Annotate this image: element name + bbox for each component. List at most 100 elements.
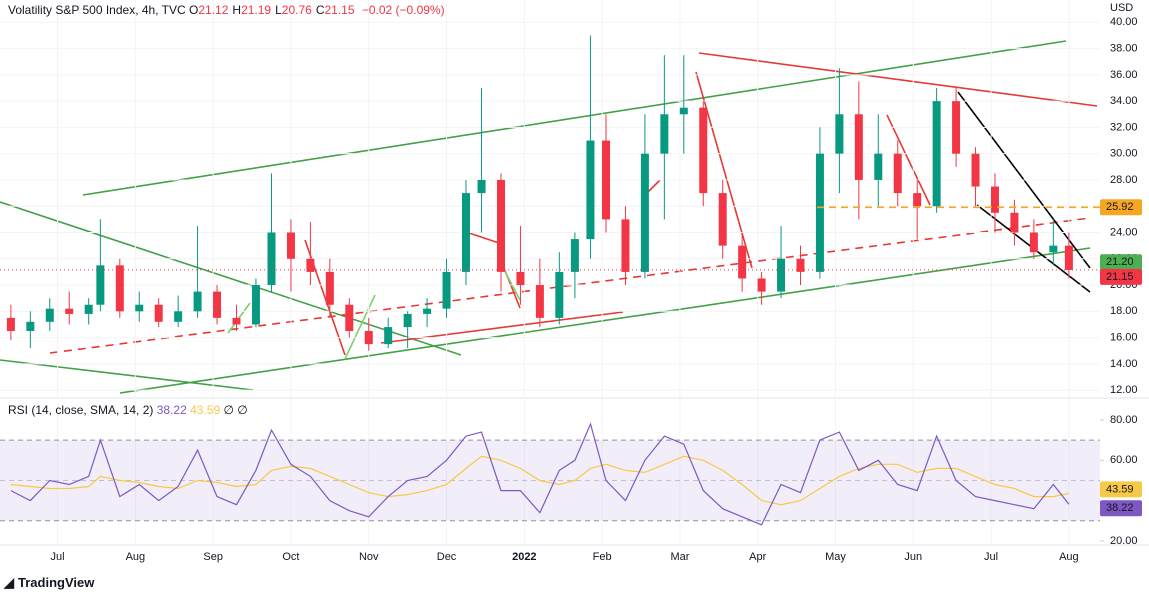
rsi-value: 38.22 bbox=[156, 403, 187, 417]
x-tick-label: Feb bbox=[593, 551, 612, 563]
change: −0.02 (−0.09%) bbox=[361, 3, 445, 17]
candle-body bbox=[26, 321, 35, 332]
candle-body bbox=[952, 101, 961, 154]
candle-body bbox=[913, 193, 922, 207]
trend-line bbox=[0, 201, 462, 356]
candle-body bbox=[65, 308, 74, 314]
candle-body bbox=[286, 232, 295, 259]
x-tick-label: Sep bbox=[203, 551, 223, 563]
y-tick-label: 14.00 bbox=[1110, 358, 1138, 370]
ohlc-value: 21.15 bbox=[324, 3, 355, 17]
candle-body bbox=[325, 271, 334, 305]
candles bbox=[6, 35, 1073, 351]
y-tick-label: 32.00 bbox=[1110, 121, 1138, 133]
candle-body bbox=[135, 304, 144, 312]
candle-body bbox=[777, 258, 786, 292]
y-tick-label: 28.00 bbox=[1110, 174, 1138, 186]
brand[interactable]: ◢ TradingView bbox=[4, 575, 95, 590]
y-tick-label: 80.00 bbox=[1110, 414, 1138, 426]
ohlc: O21.12 H21.19 L20.76 C21.15 bbox=[189, 3, 359, 17]
candle-body bbox=[251, 285, 260, 325]
y-tick-label: 60.00 bbox=[1110, 454, 1138, 466]
candle-body bbox=[874, 153, 883, 180]
candle-body bbox=[384, 327, 393, 345]
currency: USD bbox=[1110, 2, 1133, 14]
price-tag-label: 21.20 bbox=[1106, 256, 1134, 268]
price-tag-label: 21.15 bbox=[1106, 271, 1134, 283]
candle-body bbox=[174, 311, 183, 322]
candle-body bbox=[602, 140, 611, 220]
rsi-legend: RSI (14, close, SMA, 14, 2) 38.22 43.59 … bbox=[8, 403, 248, 417]
candle-body bbox=[267, 232, 276, 286]
ohlc-label: C bbox=[315, 3, 325, 17]
y-tick-label: 24.00 bbox=[1110, 226, 1138, 238]
candle-body bbox=[306, 258, 315, 272]
candle-body bbox=[990, 186, 999, 213]
candle-body bbox=[364, 331, 373, 345]
x-tick-label: Mar bbox=[670, 551, 689, 563]
candle-body bbox=[854, 114, 863, 180]
y-tick-label: 12.00 bbox=[1110, 384, 1138, 396]
candle-body bbox=[835, 114, 844, 154]
candle-body bbox=[699, 107, 708, 194]
ohlc-value: 21.19 bbox=[241, 3, 272, 17]
price-tag-label: 25.92 bbox=[1106, 201, 1134, 213]
candle-body bbox=[621, 219, 630, 272]
y-tick-label: 38.00 bbox=[1110, 43, 1138, 55]
symbol: Volatility S&P 500 Index, 4h, TVC bbox=[8, 3, 186, 17]
legend: Volatility S&P 500 Index, 4h, TVC O21.12… bbox=[8, 3, 449, 17]
candle-body bbox=[640, 153, 649, 272]
price-tag bbox=[1100, 254, 1142, 271]
candle-body bbox=[1064, 245, 1073, 270]
x-tick-label: Aug bbox=[1059, 551, 1079, 563]
value-tag bbox=[1100, 500, 1142, 517]
x-tick-label: Dec bbox=[437, 551, 457, 563]
candle-body bbox=[442, 271, 451, 309]
candle-body bbox=[555, 271, 564, 318]
rsi-sma-value: 43.59 bbox=[190, 403, 221, 417]
candle-body bbox=[660, 114, 669, 154]
rsi-line bbox=[10, 422, 1070, 526]
trend-line bbox=[465, 231, 500, 244]
value-tag bbox=[1100, 481, 1142, 498]
candle-body bbox=[757, 278, 766, 292]
trend-line bbox=[695, 71, 753, 269]
trend-line bbox=[344, 294, 376, 360]
y-tick-label: 20.00 bbox=[1110, 535, 1138, 547]
candle-body bbox=[893, 153, 902, 194]
x-tick-label: Oct bbox=[282, 551, 299, 563]
candle-body bbox=[477, 179, 486, 194]
candle-body bbox=[115, 265, 124, 312]
ohlc-value: 20.76 bbox=[281, 3, 312, 17]
candle-body bbox=[45, 308, 54, 322]
rsi-title: RSI (14, close, SMA, 14, 2) bbox=[8, 403, 154, 417]
rsi-band bbox=[0, 440, 1100, 521]
x-tick-label: Jul bbox=[51, 551, 65, 563]
candle-body bbox=[516, 271, 525, 286]
y-tick-label: 40.00 bbox=[1110, 16, 1138, 28]
candle-body bbox=[1049, 245, 1058, 253]
trend-line bbox=[698, 52, 1098, 107]
ohlc-value: 21.12 bbox=[198, 3, 229, 17]
x-tick-label: 2022 bbox=[512, 551, 536, 563]
x-tick-label: Jun bbox=[904, 551, 922, 563]
candle-body bbox=[345, 304, 354, 332]
plot-bg bbox=[0, 0, 1100, 545]
candle-body bbox=[6, 317, 15, 332]
ohlc-label: H bbox=[232, 3, 242, 17]
candle-body bbox=[403, 313, 412, 328]
ohlc-label: O bbox=[189, 3, 199, 17]
y-tick-label: 30.00 bbox=[1110, 148, 1138, 160]
channel-upper bbox=[82, 40, 1067, 196]
candle-body bbox=[154, 304, 163, 322]
candle-body bbox=[971, 153, 980, 187]
candle-body bbox=[932, 101, 941, 207]
candle-body bbox=[718, 193, 727, 246]
candle-body bbox=[496, 179, 505, 272]
candle-body bbox=[679, 107, 688, 115]
candle-body bbox=[586, 140, 595, 240]
rsi-line bbox=[10, 455, 1070, 506]
brand-name[interactable]: TradingView bbox=[18, 575, 95, 590]
